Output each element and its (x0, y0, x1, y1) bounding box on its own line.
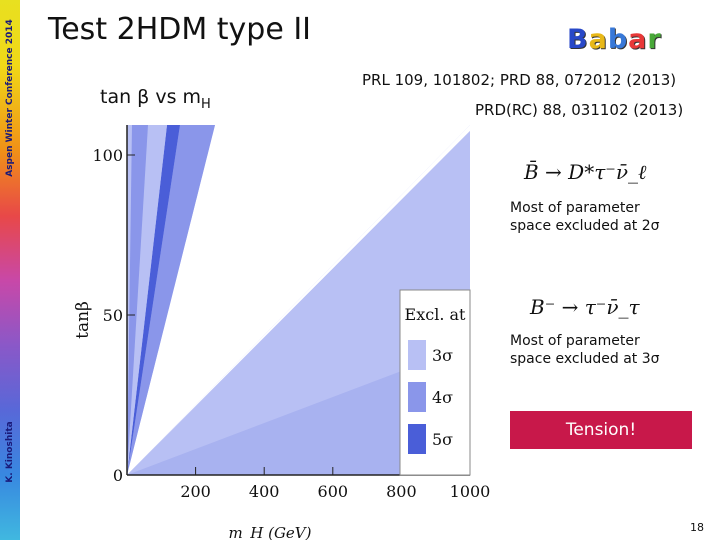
author-label: K. Kinoshita (5, 421, 15, 483)
x-axis-label: m_H (GeV) (229, 524, 312, 540)
logo-letter: b (607, 24, 629, 55)
reference-1: PRL 109, 101802; PRD 88, 072012 (2013) (362, 71, 677, 89)
subtitle-main: tan β vs m (100, 86, 202, 108)
y-axis-label: tanβ (73, 301, 93, 339)
x-tick-label: 800 (386, 482, 417, 501)
legend-swatch (408, 382, 426, 412)
conference-label: Aspen Winter Conference 2014 (5, 19, 15, 177)
note-3sigma: Most of parameter space excluded at 3σ (510, 332, 660, 368)
excluded-4sigma-region (127, 125, 215, 475)
note-2sigma: Most of parameter space excluded at 2σ (510, 199, 660, 235)
allowed-region-lower (127, 125, 470, 475)
formula-b-to-tau-nu: B⁻ → τ⁻ν̄_τ (530, 295, 640, 319)
y-tick-label: 0 (113, 466, 123, 485)
babar-logo: Babar (567, 24, 662, 55)
legend-swatch (408, 424, 426, 454)
y-tick-group: 0 50 100 (92, 146, 135, 485)
legend-title: Excl. at (405, 305, 466, 324)
logo-letter: a (628, 24, 648, 55)
note-2sigma-line2: space excluded at 2σ (510, 218, 660, 234)
legend: Excl. at 3σ 4σ 5σ (399, 289, 471, 476)
x-tick-label: 1000 (450, 482, 491, 501)
note-2sigma-line1: Most of parameter (510, 200, 640, 216)
x-tick-label: 600 (318, 482, 349, 501)
reference-2: PRD(RC) 88, 031102 (2013) (475, 101, 684, 119)
legend-label: 3σ (432, 346, 453, 365)
x-tick-group: 200 400 600 800 1000 (180, 467, 490, 501)
note-3sigma-line1: Most of parameter (510, 333, 640, 349)
excluded-4sigma-lower (127, 345, 470, 475)
subtitle-sub: H (201, 96, 211, 112)
legend-swatch (408, 340, 426, 370)
excluded-3sigma-inner (127, 125, 167, 475)
slide-title: Test 2HDM type II (48, 12, 312, 47)
formula-b-to-dstar-tau-nu: B̄ → D*τ⁻ν̄_ℓ (524, 160, 647, 184)
x-tick-label: 400 (249, 482, 280, 501)
note-3sigma-line2: space excluded at 3σ (510, 351, 660, 367)
x-tick-label: 200 (180, 482, 211, 501)
y-tick-label: 100 (92, 146, 123, 165)
excluded-4sigma-inner (127, 125, 148, 475)
sidebar-strip: Aspen Winter Conference 2014 K. Kinoshit… (0, 0, 20, 540)
y-tick-label: 50 (103, 306, 123, 325)
logo-letter: a (588, 24, 608, 55)
logo-letter: r (647, 24, 662, 55)
legend-label: 4σ (432, 388, 453, 407)
excluded-5sigma-region (127, 125, 180, 475)
legend-label: 5σ (432, 430, 453, 449)
logo-letter: B (567, 24, 589, 55)
exclusion-plot: 200 400 600 800 1000 0 50 100 tanβ m_H (GeV) E… (70, 125, 500, 542)
page-number: 18 (690, 521, 704, 534)
tension-banner: Tension! (510, 411, 692, 449)
plot-subtitle: tan β vs mH (100, 86, 211, 112)
